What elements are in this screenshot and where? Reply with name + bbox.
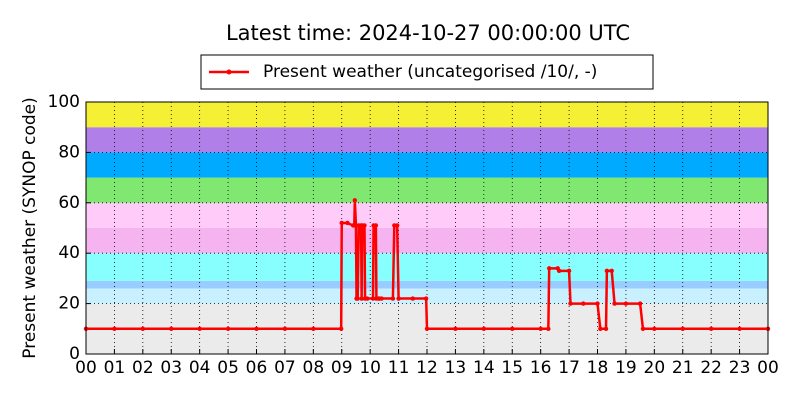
data-point	[510, 326, 515, 331]
data-point	[311, 326, 316, 331]
x-tick-label: 02	[132, 358, 154, 378]
x-tick-label: 14	[473, 358, 495, 378]
y-tick-label: 20	[58, 294, 80, 314]
x-tick-label: 15	[501, 358, 523, 378]
x-tick-label: 16	[530, 358, 552, 378]
x-tick-label: 05	[217, 358, 239, 378]
data-point	[708, 326, 714, 331]
data-point	[373, 223, 379, 228]
y-tick-label: 40	[58, 243, 80, 263]
data-point	[225, 326, 231, 331]
data-point	[595, 301, 600, 306]
data-point	[282, 326, 288, 331]
data-point	[623, 301, 629, 306]
legend-box	[200, 54, 654, 90]
band	[86, 288, 768, 304]
data-point	[338, 326, 344, 331]
x-tick-label: 17	[558, 358, 580, 378]
data-point	[581, 301, 586, 306]
band	[86, 152, 768, 178]
x-tick-label: 07	[274, 358, 296, 378]
data-point	[453, 326, 458, 331]
y-tick-label: 60	[58, 193, 80, 213]
data-point	[390, 296, 396, 301]
data-point	[538, 326, 543, 331]
x-tick-label: 23	[729, 358, 751, 378]
x-tick-label: 06	[246, 358, 268, 378]
data-point	[254, 326, 259, 331]
data-point	[396, 296, 401, 301]
legend: Present weather (uncategorised /10/, -)	[200, 54, 654, 90]
x-tick-label: 20	[644, 358, 666, 378]
y-tick-label: 80	[58, 142, 80, 162]
x-tick-label: 01	[104, 358, 126, 378]
data-point	[362, 223, 367, 228]
y-tick-label: 100	[48, 92, 80, 112]
plot-frame	[85, 101, 769, 355]
y-axis-label: Present weather (SYNOP code)	[20, 97, 40, 358]
data-point	[424, 326, 430, 331]
x-tick-label: 12	[416, 358, 438, 378]
data-point	[140, 326, 146, 331]
x-tick-label: 19	[615, 358, 637, 378]
x-tick-label: 09	[331, 358, 353, 378]
data-point	[481, 326, 487, 331]
x-tick-label: 22	[700, 358, 722, 378]
x-tick-label: 18	[587, 358, 609, 378]
data-point	[604, 268, 610, 274]
data-point	[546, 266, 552, 271]
data-point	[410, 296, 415, 301]
band	[86, 228, 768, 254]
data-point	[379, 296, 384, 301]
x-tick-label: 00	[757, 358, 779, 378]
data-point	[640, 326, 646, 331]
data-point	[352, 198, 358, 203]
plot	[83, 198, 771, 331]
x-tick-label: 10	[359, 358, 381, 378]
band	[86, 280, 768, 289]
band	[86, 253, 768, 281]
band	[86, 127, 768, 153]
data-point	[568, 301, 573, 306]
y-tick-label: 0	[69, 344, 80, 364]
data-point	[612, 301, 617, 306]
x-tick-label: 21	[672, 358, 694, 378]
x-tick-label: 11	[388, 358, 410, 378]
data-point	[197, 326, 202, 331]
data-point	[652, 326, 657, 331]
legend-label: Present weather (uncategorised /10/, -)	[263, 62, 597, 82]
data-point	[737, 326, 742, 331]
x-tick-label: 00	[75, 358, 97, 378]
data-point	[345, 220, 350, 226]
data-point	[609, 268, 614, 274]
x-tick-label: 08	[303, 358, 325, 378]
data-point	[355, 296, 360, 301]
data-point	[637, 301, 643, 306]
legend-marker	[226, 69, 232, 75]
data-point	[394, 223, 400, 228]
data-point	[423, 296, 429, 301]
data-point	[556, 268, 562, 274]
data-point	[365, 296, 370, 301]
data-line	[86, 199, 768, 331]
data-point	[598, 326, 603, 331]
x-tick-label: 04	[189, 358, 211, 378]
data-point	[546, 326, 551, 331]
data-point	[169, 326, 174, 331]
data-point	[112, 326, 117, 331]
data-point	[339, 220, 344, 226]
x-tick-label: 13	[445, 358, 467, 378]
data-point	[566, 268, 572, 274]
data-point	[680, 326, 685, 331]
x-tick-label: 03	[160, 358, 182, 378]
data-point	[359, 296, 364, 301]
data-point	[603, 326, 609, 331]
chart-title: Latest time: 2024-10-27 00:00:00 UTC	[226, 21, 630, 45]
data-point	[370, 296, 376, 301]
